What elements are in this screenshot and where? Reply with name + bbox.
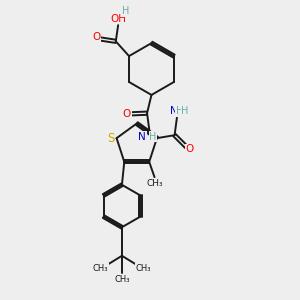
Text: CH₃: CH₃ — [114, 275, 130, 284]
Text: N: N — [170, 106, 178, 116]
Text: O: O — [186, 144, 194, 154]
Text: O: O — [92, 32, 100, 42]
Text: H: H — [122, 6, 129, 16]
Text: H: H — [176, 106, 183, 116]
Text: OH: OH — [111, 14, 127, 24]
Text: CH₃: CH₃ — [135, 264, 151, 273]
Text: N: N — [138, 132, 146, 142]
Text: H: H — [182, 106, 189, 116]
Text: S: S — [107, 132, 114, 145]
Text: O: O — [123, 109, 131, 119]
Text: CH₃: CH₃ — [93, 264, 109, 273]
Text: H: H — [149, 132, 157, 142]
Text: CH₃: CH₃ — [147, 179, 164, 188]
